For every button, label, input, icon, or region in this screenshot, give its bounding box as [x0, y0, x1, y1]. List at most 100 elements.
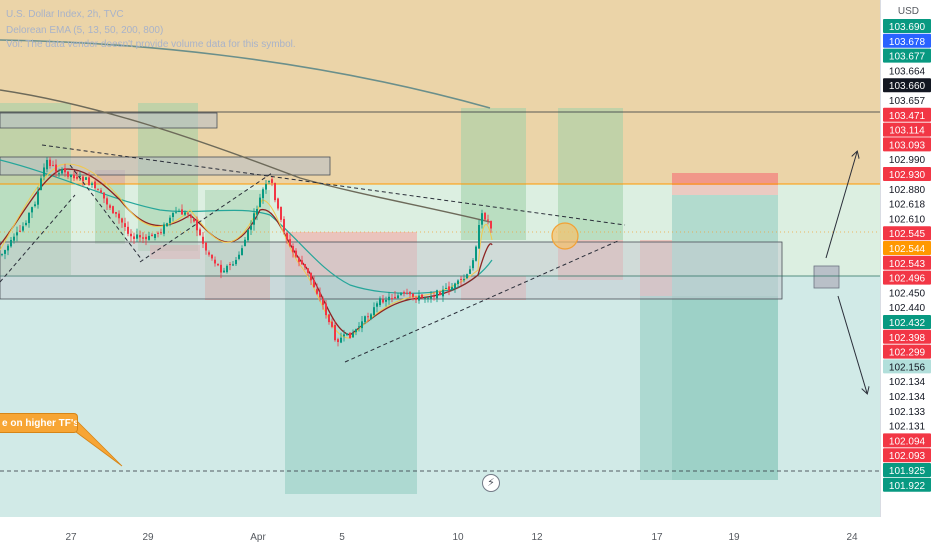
ascending-trendline[interactable]	[344, 239, 621, 363]
candle-body	[31, 207, 33, 213]
candle-body	[148, 235, 150, 240]
price-tick-label: 102.545	[883, 226, 931, 241]
svg-text:102.134: 102.134	[889, 377, 926, 388]
early-trendline-1[interactable]	[0, 194, 76, 283]
svg-text:102.134: 102.134	[889, 392, 926, 403]
candle-body	[238, 254, 240, 259]
price-tick-label: 103.114	[883, 122, 931, 137]
candle-body	[58, 173, 60, 175]
price-tick-label: 102.450	[883, 285, 931, 300]
candle-body	[487, 219, 489, 221]
svg-text:103.657: 103.657	[889, 96, 926, 107]
candle-body	[217, 263, 219, 266]
candle-body	[232, 264, 234, 266]
range-box-main[interactable]	[0, 241, 783, 300]
candle-body	[169, 217, 171, 224]
candle-body	[268, 180, 270, 183]
candle-body	[229, 264, 231, 266]
candle-body	[295, 250, 297, 257]
svg-text:102.440: 102.440	[889, 303, 926, 314]
candle-body	[388, 296, 390, 301]
descending-trendline[interactable]	[41, 144, 626, 226]
candle-body	[127, 226, 129, 234]
candle-body	[334, 324, 336, 341]
lightning-icon[interactable]: ⚡	[482, 474, 500, 492]
svg-text:103.678: 103.678	[889, 37, 926, 48]
candle-body	[319, 292, 321, 298]
svg-text:102.133: 102.133	[889, 407, 926, 418]
bearish-projection-arrow[interactable]	[837, 295, 867, 393]
range-box-top[interactable]	[0, 112, 218, 129]
price-tick-label: 102.134	[883, 389, 931, 403]
price-tick-label: 103.678	[883, 33, 931, 48]
candlestick-series	[1, 157, 492, 347]
candle-body	[13, 236, 15, 241]
candle-body	[91, 183, 93, 185]
candle-body	[211, 254, 213, 259]
candle-body	[457, 280, 459, 285]
candle-body	[154, 234, 156, 239]
candle-body	[367, 316, 369, 318]
price-tick-label: 102.094	[883, 433, 931, 448]
candle-body	[460, 278, 462, 281]
legend-volume-note: Vol: The data vendor doesn't provide vol…	[6, 39, 296, 50]
svg-text:103.660: 103.660	[889, 81, 926, 92]
ema-200-line	[0, 89, 491, 223]
highlight-circle[interactable]	[551, 222, 579, 250]
candle-body	[109, 205, 111, 208]
candle-body	[79, 175, 81, 177]
svg-text:102.610: 102.610	[889, 214, 926, 225]
early-trendline-2[interactable]	[69, 164, 143, 261]
candle-body	[385, 299, 387, 302]
time-axis[interactable]: 27 29 Apr 5 10 12 17 19 24	[0, 517, 880, 550]
range-box-upper[interactable]	[0, 156, 331, 176]
bullish-projection-arrow[interactable]	[825, 152, 857, 259]
candle-body	[112, 206, 114, 214]
candle-body	[394, 296, 396, 299]
price-axis-labels: 103.690 103.678 103.677 103.664 103.660 103.6…	[883, 19, 931, 492]
price-tick-label: 102.398	[883, 329, 931, 344]
price-tick-label: 102.544	[883, 241, 931, 255]
candle-body	[475, 246, 477, 261]
candle-body	[361, 321, 363, 329]
candle-body	[178, 210, 180, 212]
price-tick-label: 103.471	[883, 107, 931, 122]
svg-text:101.922: 101.922	[889, 481, 926, 492]
candle-body	[382, 299, 384, 303]
time-tick-label: 12	[531, 532, 543, 543]
candle-body	[103, 192, 105, 199]
chart-canvas[interactable]	[0, 0, 880, 517]
candle-body	[322, 298, 324, 305]
candle-body	[400, 293, 402, 295]
candle-body	[43, 167, 45, 177]
candle-body	[163, 224, 165, 234]
candle-body	[67, 171, 69, 177]
candle-body	[85, 177, 87, 180]
candle-body	[157, 232, 159, 234]
svg-text:102.093: 102.093	[889, 451, 926, 462]
candle-body	[403, 292, 405, 294]
candle-body	[88, 177, 90, 185]
candle-body	[406, 292, 408, 294]
candle-body	[259, 197, 261, 208]
ema-800-line	[0, 39, 491, 109]
price-tick-label: 103.093	[883, 137, 931, 152]
candle-body	[55, 164, 57, 172]
candle-body	[466, 274, 468, 279]
candle-body	[118, 213, 120, 219]
candle-body	[184, 212, 186, 215]
svg-text:102.618: 102.618	[889, 200, 926, 211]
candle-body	[205, 242, 207, 251]
candle-body	[25, 222, 27, 225]
currency-label: USD	[897, 6, 919, 17]
candle-body	[124, 223, 126, 227]
callout-label[interactable]: e on higher TF's	[0, 413, 78, 433]
early-trendline-3[interactable]	[139, 172, 273, 263]
price-axis[interactable]: USD 103.690 103.678 103.677 103.664 103.660 1…	[880, 0, 932, 517]
candle-body	[253, 213, 255, 225]
svg-text:102.432: 102.432	[889, 318, 926, 329]
candle-body	[439, 292, 441, 296]
projection-marker-box[interactable]	[813, 265, 840, 289]
candle-body	[427, 298, 429, 300]
